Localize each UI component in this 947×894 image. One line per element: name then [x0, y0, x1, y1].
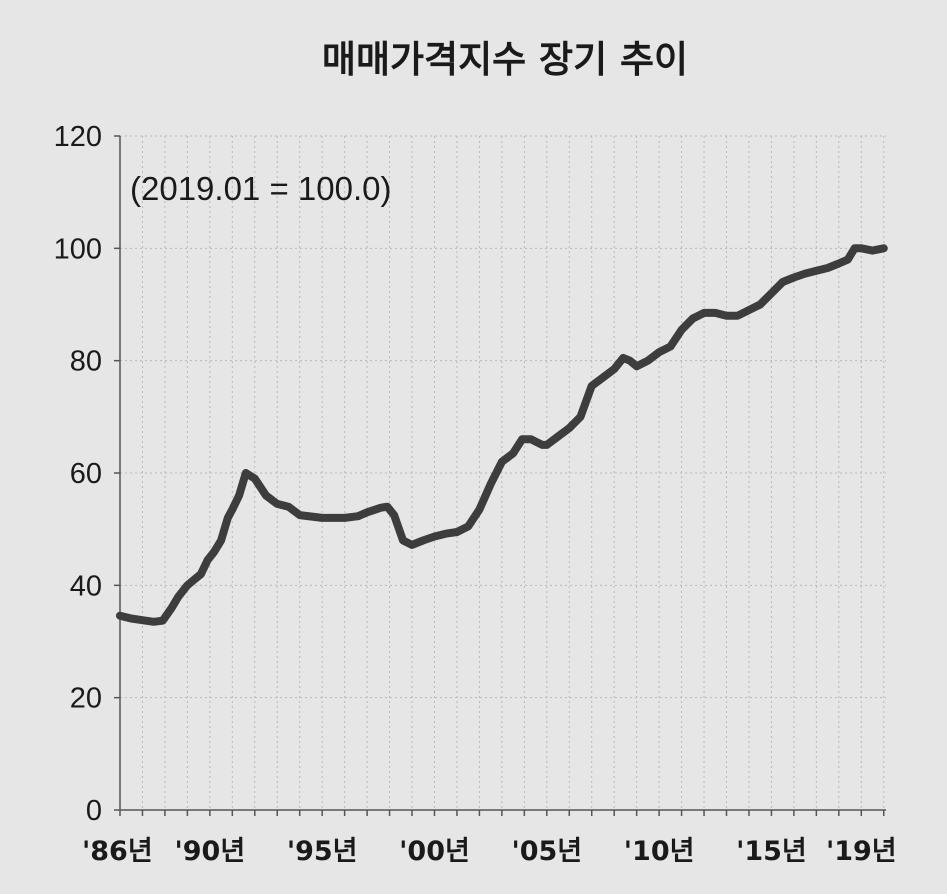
y-tick-label: 80: [70, 346, 102, 378]
series-line: [116, 244, 888, 626]
grid: [120, 135, 886, 810]
y-axis-ticks: 0 20 40 60 80 100 120: [54, 121, 120, 827]
x-tick-label: '90년: [175, 836, 246, 867]
y-tick-label: 120: [54, 121, 102, 153]
x-tick-label: '95년: [287, 836, 358, 867]
y-tick-label: 100: [54, 233, 102, 265]
y-tick-label: 0: [86, 795, 102, 827]
x-axis-ticks: '86년 '90년 '95년 '00년 '05년 '10년 '15년 '19년: [82, 810, 897, 867]
x-tick-label: '19년: [826, 836, 897, 867]
x-tick-label: '00년: [399, 836, 470, 867]
y-tick-label: 20: [70, 683, 102, 715]
x-tick-label: '15년: [736, 836, 807, 867]
x-tick-label: '10년: [624, 836, 695, 867]
y-tick-label: 40: [70, 570, 102, 602]
series-layer: [116, 244, 888, 626]
y-tick-label: 60: [70, 458, 102, 490]
chart-title: 매매가격지수 장기 추이: [322, 38, 688, 81]
base-index-note: (2019.01 = 100.0): [130, 170, 391, 207]
x-tick-label: '86년: [82, 836, 153, 867]
x-tick-label: '05년: [511, 836, 582, 867]
